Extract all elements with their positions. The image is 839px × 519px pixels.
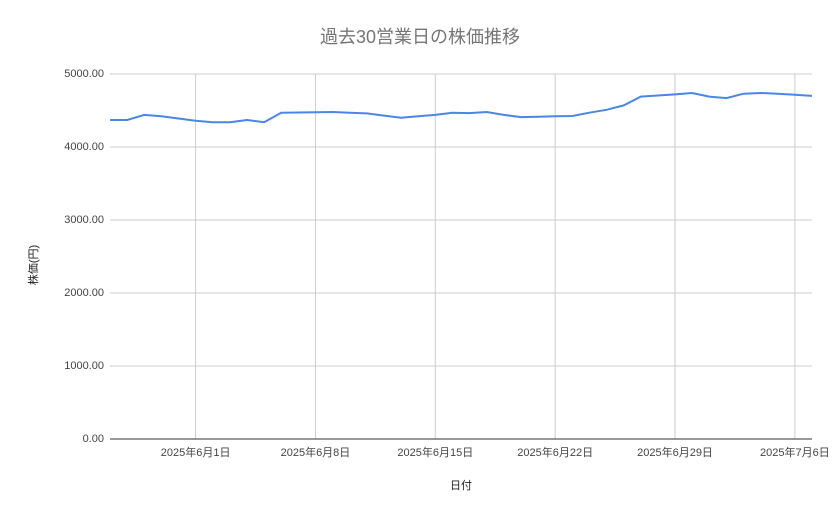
- y-tick-label: 5000.00: [64, 68, 104, 80]
- y-tick-label: 1000.00: [64, 360, 104, 372]
- x-axis-title: 日付: [450, 479, 472, 492]
- x-tick-label: 2025年6月8日: [281, 445, 351, 459]
- x-tick-label: 2025年6月15日: [397, 445, 473, 459]
- x-tick-label: 2025年6月1日: [161, 445, 231, 459]
- y-tick-label: 0.00: [83, 433, 104, 445]
- x-tick-label: 2025年7月6日: [760, 445, 830, 459]
- y-tick-label: 3000.00: [64, 214, 104, 226]
- x-tick-label: 2025年6月29日: [637, 445, 713, 459]
- y-tick-label: 2000.00: [64, 287, 104, 299]
- chart-title: 過去30営業日の株価推移: [320, 27, 520, 47]
- data-line: [110, 91, 813, 124]
- x-tick-label: 2025年6月22日: [517, 445, 593, 459]
- y-tick-label: 4000.00: [64, 141, 104, 153]
- y-axis-title: 株価(円): [26, 245, 40, 285]
